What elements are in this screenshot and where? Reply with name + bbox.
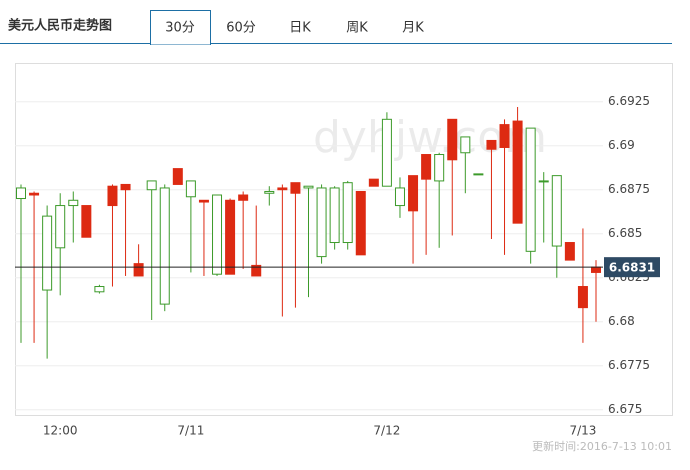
candle-body [29, 192, 40, 196]
candle-body [591, 266, 601, 273]
candle-body [225, 199, 236, 275]
candle-body [238, 194, 249, 201]
tab[interactable]: 30分 [165, 21, 195, 36]
candle-body [81, 205, 92, 238]
y-tick-label: 6.6775 [608, 358, 650, 372]
tab-active-bg [150, 10, 211, 45]
candle-body [486, 139, 497, 150]
candle-body [316, 187, 327, 258]
plot-frame [15, 63, 673, 416]
candle-body [303, 185, 314, 189]
y-tick-label: 6.69 [608, 138, 635, 152]
candle-body [212, 194, 223, 275]
candle-body [512, 120, 523, 224]
candle-body [185, 180, 196, 198]
y-tick-label: 6.68 [608, 314, 635, 328]
candle-body [368, 178, 379, 187]
tab-bar: 30分 60分 日K 周K 月K [150, 10, 424, 45]
candle-body [277, 187, 288, 191]
candle-body [251, 264, 262, 277]
candle-body [68, 199, 79, 207]
candle-body [460, 136, 471, 154]
x-tick-label: 7/13 [569, 424, 596, 438]
y-tick-label: 6.6925 [608, 94, 650, 108]
candle-body [538, 180, 549, 183]
candle-body [499, 124, 510, 148]
tab[interactable]: 日K [289, 21, 311, 36]
candle-body [329, 187, 340, 244]
candle-body [94, 286, 105, 293]
candle-body [107, 185, 118, 207]
tab[interactable]: 月K [402, 21, 424, 36]
candle-body [355, 190, 366, 256]
candle-body [172, 168, 183, 185]
last-price-box [604, 257, 660, 278]
candle-body [421, 154, 432, 180]
candle-body [577, 286, 588, 309]
candle-body [394, 187, 405, 207]
candle-body [133, 263, 144, 277]
candle-body [564, 242, 575, 261]
candle-body [290, 182, 301, 194]
y-tick-label: 6.675 [608, 402, 642, 416]
candle-body [551, 175, 562, 247]
candle-body [42, 215, 53, 291]
y-tick-label: 6.6875 [608, 182, 650, 196]
candle-body [16, 187, 26, 200]
page-title: 美元人民币走势图 [8, 18, 112, 34]
candle-body [146, 180, 157, 191]
candle-body [120, 183, 131, 191]
x-tick-label: 12:00 [43, 424, 78, 438]
candle-body [198, 199, 209, 203]
candle-body [408, 175, 419, 212]
tab[interactable]: 60分 [226, 21, 256, 36]
candle-body [525, 127, 536, 252]
tab[interactable]: 周K [346, 21, 368, 36]
candle-body [473, 173, 484, 176]
candle-body [342, 182, 353, 244]
x-tick-label: 7/11 [177, 424, 204, 438]
candle-body [434, 154, 445, 182]
y-tick-label: 6.685 [608, 226, 642, 240]
candle-body [264, 190, 275, 194]
last-price-label: 6.6831 [609, 261, 655, 275]
x-tick-label: 7/12 [373, 424, 400, 438]
candle-body [55, 205, 66, 249]
candle-body [381, 118, 392, 187]
plot: dyhjw.com6.6756.67756.686.68256.6856.687… [15, 94, 672, 453]
update-time: 更新时间:2016-7-13 10:01 [532, 439, 672, 453]
candle-body [447, 118, 458, 161]
candle-body [159, 187, 170, 305]
